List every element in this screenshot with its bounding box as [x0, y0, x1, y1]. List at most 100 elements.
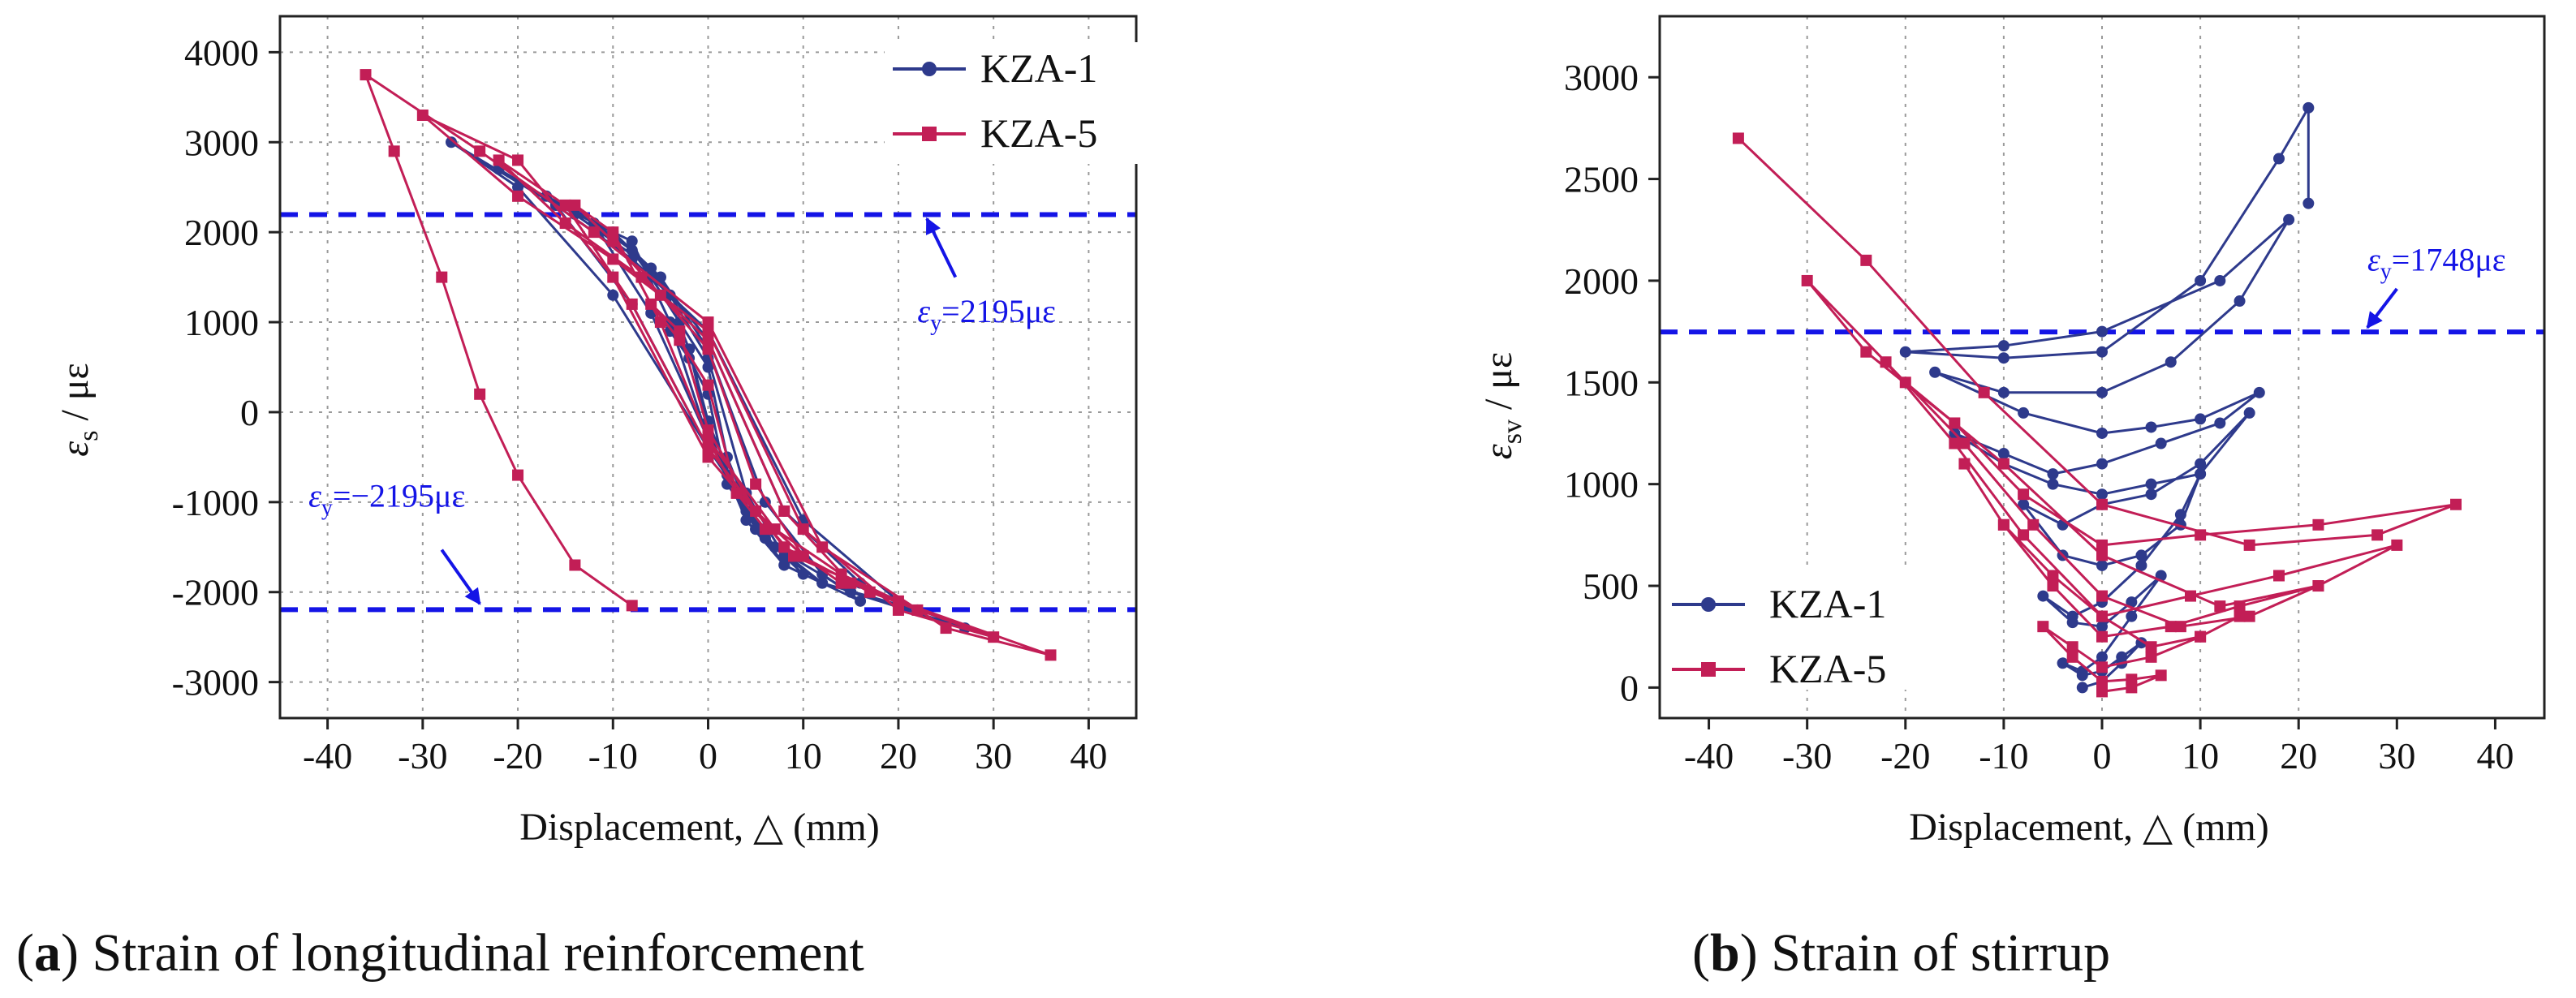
panel-a-point-kza5	[635, 271, 648, 283]
panel-b-point-kza5	[2096, 675, 2108, 687]
panel-a-point-kza5	[626, 298, 638, 310]
panel-a-x-tick-label: -20	[493, 735, 542, 776]
panel-b-point-kza5	[1949, 417, 1961, 429]
panel-b-point-kza1	[2195, 274, 2207, 286]
panel-a-point-kza5	[750, 505, 762, 517]
panel-a-x-tick-label: 10	[785, 735, 822, 776]
panel-a-point-kza5	[702, 325, 714, 338]
panel-b-x-tick-label: -30	[1782, 735, 1832, 776]
panel-a-point-kza1	[845, 586, 857, 598]
panel-a-point-kza5	[512, 190, 524, 202]
panel-b-y-axis-label: εsv / με	[1477, 352, 1527, 459]
panel-a-yield-label: εy=−2195με	[308, 477, 465, 520]
panel-b-y-tick-label: 2500	[1564, 159, 1639, 200]
panel-b-point-kza5	[2047, 570, 2059, 582]
panel-b-point-kza1	[2135, 559, 2147, 571]
panel-b-point-kza1	[2243, 407, 2255, 419]
panel-a-x-tick-label: 20	[880, 735, 917, 776]
panel-a-series	[360, 69, 1057, 661]
panel-a-y-tick-label: 0	[240, 392, 259, 433]
panel-a-point-kza5	[750, 478, 762, 490]
panel-a-point-kza5	[778, 505, 790, 517]
panel-b-point-kza5	[2243, 539, 2255, 551]
panel-a-point-kza5	[436, 271, 448, 283]
panel-b-point-kza5	[2195, 529, 2207, 541]
panel-a-legend-kza1-label: KZA-1	[980, 45, 1097, 91]
panel-b-point-kza5	[2096, 498, 2108, 510]
panel-b-series	[1732, 101, 2462, 698]
panel-a-reference-lines: εy=2195με εy=−2195με	[280, 212, 1136, 613]
panel-a-point-kza5	[474, 388, 486, 400]
panel-a-y-tick-label: -3000	[172, 662, 259, 703]
panel-a-point-kza5	[607, 271, 619, 283]
panel-b-point-kza1	[2302, 197, 2315, 209]
panel-a-point-kza5	[778, 541, 790, 553]
panel-a-x-tick-label: 30	[975, 735, 1012, 776]
panel-a-point-kza1	[759, 532, 771, 544]
panel-a-point-kza5	[493, 154, 505, 166]
panel-b-point-kza1	[2195, 468, 2207, 480]
panel-b-point-kza1	[2155, 437, 2167, 450]
panel-a-point-kza5	[702, 379, 714, 391]
panel-b-y-tick-label: 500	[1583, 566, 1639, 607]
panel-b-point-kza5	[1997, 518, 2010, 531]
panel-a-point-kza5	[702, 451, 714, 463]
panel-b-point-kza1	[2096, 427, 2108, 439]
panel-a-point-kza1	[778, 559, 790, 571]
panel-a-point-kza1	[607, 289, 619, 301]
panel-b-point-kza1	[2096, 458, 2108, 470]
panel-a-point-kza5	[702, 334, 714, 346]
panel-b-legend-kza1-marker	[1701, 597, 1716, 612]
panel-b-point-kza5	[2027, 518, 2040, 531]
panel-b-point-kza5	[2145, 651, 2157, 663]
panel-b-point-kza5	[2018, 488, 2030, 501]
panel-a-legend-kza5-marker	[922, 127, 937, 141]
panel-a-point-kza5	[654, 289, 666, 301]
panel-a-y-tick-label: 1000	[184, 302, 259, 343]
panel-a-legend: KZA-1 KZA-5	[885, 42, 1152, 164]
panel-a-point-kza1	[626, 235, 638, 247]
panel-b-point-kza1	[2302, 101, 2315, 114]
panel-a-point-kza5	[607, 253, 619, 265]
panel-b-y-tick-label: 0	[1620, 667, 1639, 708]
panel-b-point-kza1	[2195, 413, 2207, 425]
panel-b-point-kza5	[2155, 669, 2167, 682]
panel-a-point-kza5	[797, 523, 809, 536]
panel-a-series-kza5	[360, 69, 1057, 661]
panel-b-yield-arrow	[2366, 287, 2398, 329]
panel-b-point-kza1	[2135, 549, 2147, 561]
panel-a-y-ticks: -3000 -2000 -1000 0 1000 2000 3000 4000	[172, 32, 280, 703]
panel-b-chart: εy=1748με -40 -30 -20 -10 0 10 20 30 40 0 500 1000…	[1477, 15, 2546, 983]
panel-a-point-kza5	[702, 424, 714, 437]
panel-a-point-kza1	[740, 514, 752, 527]
panel-b-y-tick-label: 1500	[1564, 362, 1639, 403]
panel-b-point-kza5	[2185, 590, 2196, 602]
panel-b-point-kza5	[2018, 529, 2030, 541]
panel-b-point-kza5	[2312, 518, 2324, 531]
panel-a-point-kza5	[559, 217, 571, 230]
panel-a-point-kza5	[845, 577, 857, 589]
panel-b-point-kza1	[2066, 610, 2078, 622]
panel-a-point-kza1	[769, 541, 781, 553]
panel-b-point-kza5	[2243, 610, 2255, 622]
panel-b-x-tick-label: 30	[2378, 735, 2415, 776]
panel-b-point-kza1	[2253, 386, 2265, 398]
panel-a-point-kza5	[759, 523, 771, 536]
panel-b-point-kza1	[2096, 559, 2108, 571]
panel-b-point-kza5	[2096, 610, 2108, 622]
panel-a-y-tick-label: 4000	[184, 32, 259, 73]
panel-a-point-kza5	[569, 559, 581, 571]
panel-a-point-kza5	[569, 199, 581, 211]
panel-b-point-kza5	[1860, 346, 1872, 358]
panel-b-point-kza5	[2145, 641, 2157, 653]
panel-b-point-kza1	[2057, 657, 2069, 669]
panel-b-point-kza1	[2096, 325, 2108, 338]
panel-b-x-tick-label: 40	[2476, 735, 2514, 776]
panel-b-point-kza5	[2165, 621, 2177, 633]
panel-b-x-tick-label: -40	[1684, 735, 1734, 776]
panel-b-point-kza5	[1880, 356, 1892, 368]
panel-a-point-kza5	[835, 568, 847, 580]
panel-a-point-kza5	[512, 154, 524, 166]
panel-b-x-axis-label: Displacement, △ (mm)	[1909, 806, 2268, 849]
panel-b-yield-label: εy=1748με	[2367, 241, 2506, 284]
